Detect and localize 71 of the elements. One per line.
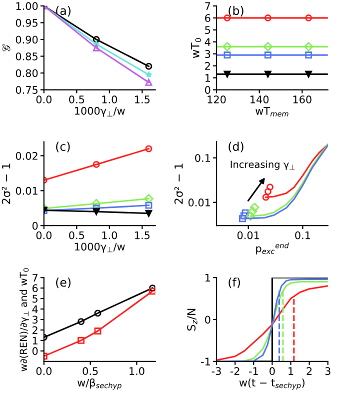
y-tick-label: 5	[205, 26, 210, 34]
x-axis-title: 1000γ$_{⊥}$/w	[75, 106, 125, 117]
y-tick-label: 1	[205, 74, 210, 82]
y-tick-label: 2	[32, 326, 38, 334]
y-axis-title: S$_{z}$/N	[187, 308, 198, 331]
y-axis-title: 2σ² − 1	[174, 164, 183, 204]
y-tick-label: 6	[205, 14, 210, 22]
y-tick-label: 0.80	[16, 69, 38, 78]
x-tick-label: 0.01	[237, 231, 259, 240]
x-tick-label: 1.0	[102, 231, 118, 240]
y-tick-label: 3	[32, 316, 38, 324]
annotation: (f)	[228, 278, 240, 288]
x-tick-label: 0.5	[69, 231, 84, 240]
annotation: Increasing γ$_{⊥}$	[230, 160, 295, 170]
x-tick-label: 1.5	[135, 96, 150, 104]
y-tick-label: 0.95	[16, 18, 38, 27]
x-axis-title: p$_{exc}$$^{end}$	[256, 242, 289, 254]
y-tick-label: 0	[32, 347, 38, 356]
y-tick-label: 7	[205, 2, 210, 10]
x-tick-label: 160	[293, 96, 312, 104]
y-tick-label: 3	[205, 50, 210, 58]
x-axis-title: w(t − t$_{sechyp}$)	[239, 378, 304, 390]
x-tick-label: 3	[325, 367, 330, 376]
y-tick-label: 1	[32, 336, 38, 344]
y-tick-label: 1	[205, 274, 210, 282]
y-tick-label: -1	[201, 358, 210, 366]
y-tick-label: 0.1	[195, 154, 210, 162]
y-tick-label: 4	[32, 305, 38, 313]
x-tick-label: 0	[270, 367, 275, 376]
annotation: (c)	[56, 142, 70, 152]
y-tick-label: 1.00	[16, 2, 38, 10]
y-tick-label: 0.85	[16, 52, 38, 60]
x-tick-label: 140	[250, 96, 269, 104]
x-tick-label: 1.0	[102, 96, 118, 104]
y-tick-label: 0.01	[16, 186, 38, 195]
x-tick-label: 1	[288, 367, 294, 375]
x-tick-label: 0.5	[82, 367, 98, 376]
x-tick-label: 1.5	[135, 231, 150, 240]
y-tick-label: 0.75	[16, 86, 38, 94]
x-tick-label: 2	[306, 367, 312, 375]
x-tick-label: 1.0	[130, 367, 144, 376]
y-tick-label: 5	[32, 294, 38, 303]
x-tick-label: -1	[248, 367, 258, 375]
y-tick-label: 0	[205, 86, 210, 94]
y-axis-title: w∂(REN)/∂γ$_{⊥}$ and wT$_{0}$	[20, 268, 29, 372]
y-tick-label: 7	[32, 274, 38, 282]
y-tick-label: 2	[205, 62, 210, 70]
y-tick-label: 4	[204, 38, 210, 46]
y-tick-label: 0.01	[188, 198, 210, 206]
y-axis-title: 𝒢	[2, 44, 10, 52]
x-axis-title: 1000γ$_{⊥}$/w	[75, 242, 125, 253]
x-tick-label: 120	[208, 96, 226, 104]
annotation: (d)	[228, 142, 244, 152]
y-tick-label: 0	[205, 316, 210, 324]
annotation: (e)	[56, 278, 71, 288]
x-tick-label: 0.0	[36, 96, 52, 104]
x-tick-label: -3	[212, 367, 221, 376]
x-axis-title: w/β$_{sechyp}$	[78, 378, 122, 390]
x-tick-label: 0.0	[36, 231, 52, 240]
x-tick-label: 0.5	[69, 96, 84, 104]
y-axis-title: wT$_{0}$	[191, 38, 202, 58]
y-tick-label: 0	[32, 222, 38, 230]
annotation: (b)	[228, 6, 244, 16]
y-tick-label: 0.02	[16, 152, 38, 160]
y-axis-title: 2σ² − 1	[2, 164, 10, 204]
x-tick-label: -2	[230, 367, 240, 375]
x-tick-label: 0.1	[295, 231, 310, 240]
x-axis-title: wT$_{mem}$	[256, 107, 288, 117]
y-tick-label: 6	[32, 284, 38, 292]
y-tick-label: 0.90	[16, 36, 38, 44]
x-tick-label: 0.0	[36, 367, 52, 376]
